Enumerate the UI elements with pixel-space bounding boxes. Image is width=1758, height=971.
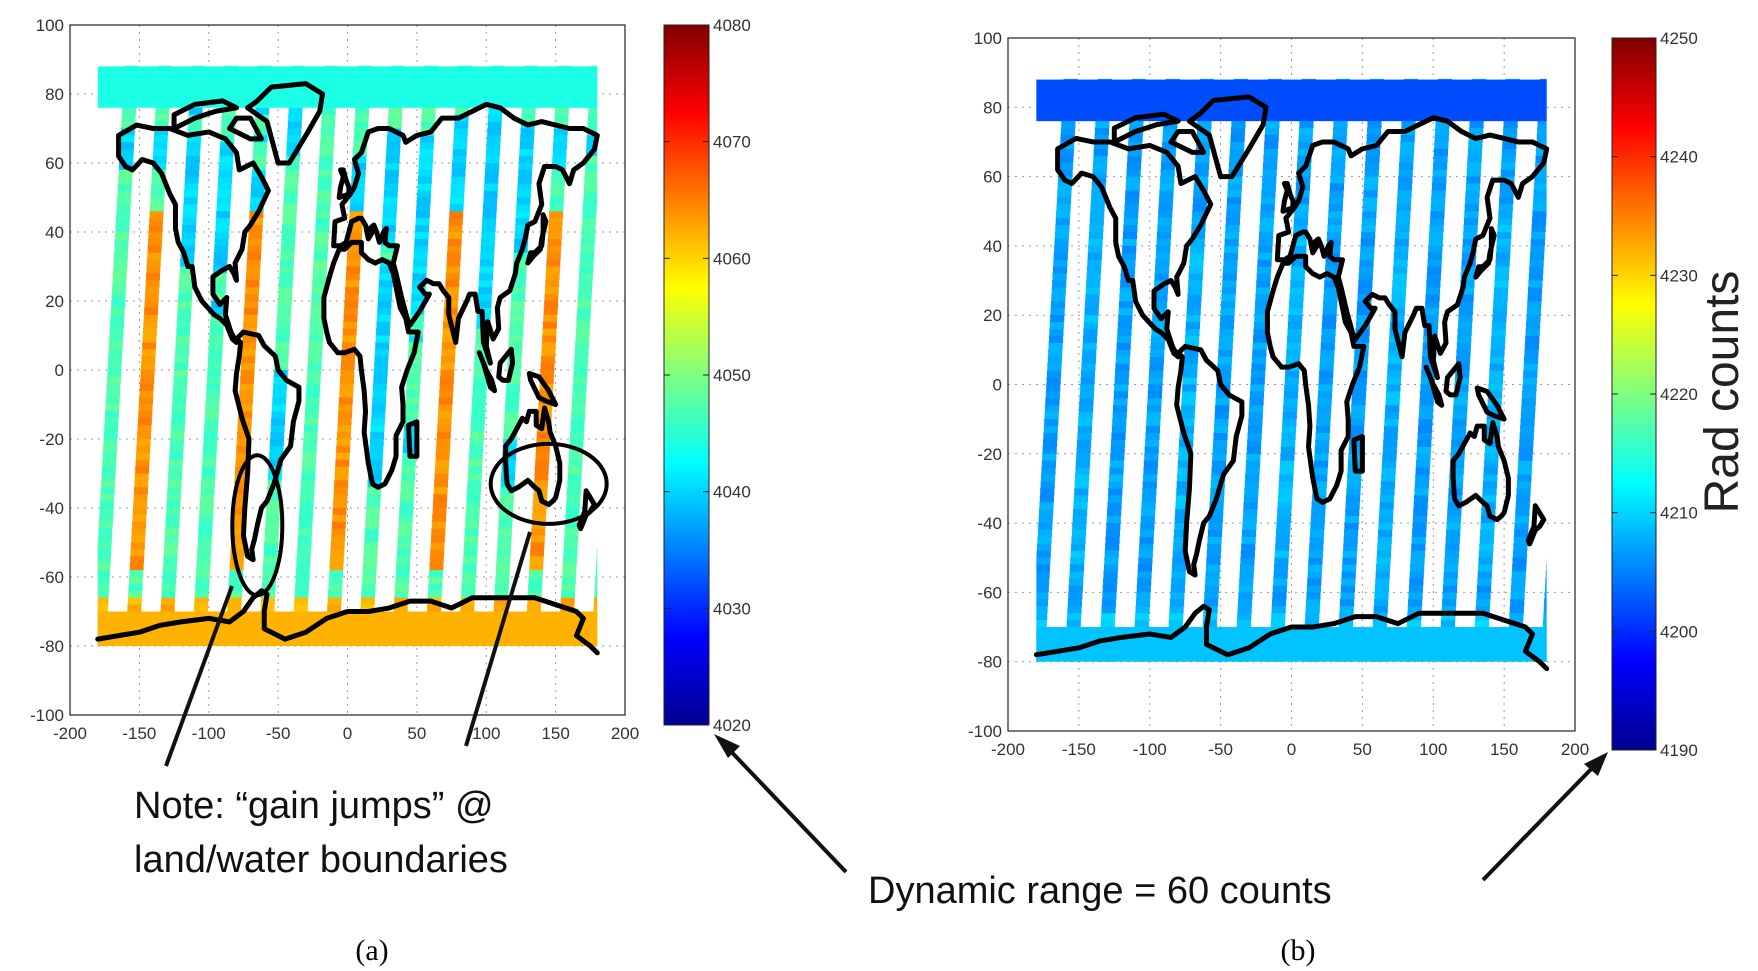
y-tick-label: 0 (993, 376, 1002, 395)
note-line-2: land/water boundaries (134, 839, 508, 881)
panel-label-b: (b) (1281, 934, 1316, 967)
y-tick-label: 60 (983, 168, 1002, 187)
y-tick-label: 80 (45, 85, 64, 104)
colorbar-ticks-a: 4080 4070 4060 4050 4040 4030 4020 (664, 16, 751, 735)
x-tick-labels-a: -200 -150 -100 -50 0 50 100 150 200 (53, 724, 639, 743)
note-line-1: Note: “gain jumps” @ (134, 785, 494, 827)
x-tick-label: -100 (1133, 740, 1167, 759)
y-tick-label: -100 (968, 722, 1002, 741)
colorbar-tick-label: 4060 (713, 249, 751, 268)
annotation-arrows (164, 531, 1608, 882)
colorbar-b (1611, 37, 1657, 751)
coastlines-a (95, 81, 600, 656)
swath-map-a (97, 65, 598, 646)
panel-b: -200 -150 -100 -50 0 50 100 150 200 100806040200… (968, 29, 1749, 967)
y-tick-label: 40 (45, 223, 64, 242)
x-tick-label: -50 (266, 724, 291, 743)
y-tick-label: 20 (983, 306, 1002, 325)
y-tick-label: -60 (977, 583, 1002, 602)
x-tick-label: 200 (611, 724, 639, 743)
y-tick-label: -40 (39, 499, 64, 518)
y-tick-label: -80 (39, 637, 64, 656)
x-tick-labels-b: -200 -150 -100 -50 0 50 100 150 200 (991, 740, 1589, 759)
colorbar-ticks-b: 4250 4240 4230 4220 4210 4200 4190 (1612, 29, 1698, 760)
y-tick-label: 100 (36, 16, 64, 35)
y-tick-label: -20 (977, 445, 1002, 464)
x-tick-label: 100 (1419, 740, 1447, 759)
colorbar-a (663, 24, 710, 726)
y-tick-label: 0 (55, 361, 64, 380)
x-tick-label: 50 (1353, 740, 1372, 759)
x-tick-label: 150 (1490, 740, 1518, 759)
colorbar-tick-label: 4250 (1660, 29, 1698, 48)
x-tick-label: 0 (1287, 740, 1296, 759)
x-tick-label: -100 (192, 724, 226, 743)
y-tick-label: -80 (977, 653, 1002, 672)
colorbar-tick-label: 4080 (713, 16, 751, 35)
swath-map-b (1036, 78, 1547, 662)
colorbar-tick-label: 4020 (713, 716, 751, 735)
y-tick-label: 80 (983, 98, 1002, 117)
x-tick-label: -50 (1208, 740, 1233, 759)
colorbar-tick-label: 4230 (1660, 266, 1698, 285)
panel-label-a: (a) (355, 934, 388, 967)
gain-jump-ellipses (230, 441, 609, 598)
x-tick-label: -200 (991, 740, 1025, 759)
x-tick-label: 0 (343, 724, 352, 743)
colorbar-tick-label: 4200 (1660, 622, 1698, 641)
y-tick-label: -20 (39, 430, 64, 449)
colorbar-tick-label: 4040 (713, 483, 751, 502)
axes-frame-b (1007, 37, 1576, 732)
dynamic-range-note: Dynamic range = 60 counts (868, 870, 1332, 912)
coastlines-b (1033, 94, 1550, 672)
arrow-note-to-south-america (164, 585, 234, 767)
colorbar-label-b: Rad counts (1696, 271, 1749, 514)
colorbar-tick-label: 4220 (1660, 385, 1698, 404)
y-tick-label: -60 (39, 568, 64, 587)
x-tick-label: 150 (541, 724, 569, 743)
axes-frame-a (69, 24, 626, 716)
colorbar-tick-label: 4190 (1660, 741, 1698, 760)
y-tick-label: 20 (45, 292, 64, 311)
arrow-range-to-colorbar-b (1481, 752, 1608, 882)
colorbar-tick-label: 4030 (713, 599, 751, 618)
colorbar-tick-label: 4070 (713, 133, 751, 152)
x-tick-label: -150 (1062, 740, 1096, 759)
y-tick-label: -40 (977, 514, 1002, 533)
gain-jump-ellipse (488, 441, 609, 526)
x-tick-label: 100 (472, 724, 500, 743)
panel-a: -200 -150 -100 -50 0 50 100 150 200 100806040200… (30, 16, 751, 967)
colorbar-tick-label: 4050 (713, 366, 751, 385)
x-tick-label: -150 (122, 724, 156, 743)
x-tick-label: 50 (407, 724, 426, 743)
y-tick-label: -100 (30, 706, 64, 725)
x-tick-label: 200 (1561, 740, 1589, 759)
x-tick-label: -200 (53, 724, 87, 743)
colorbar-tick-label: 4210 (1660, 504, 1698, 523)
colorbar-tick-label: 4240 (1660, 148, 1698, 167)
gain-jump-ellipse (230, 453, 285, 598)
arrow-note-to-australia (464, 531, 532, 747)
y-tick-labels-a: 100 80 60 40 20 0 -20 -40 -60 -80 -100 (30, 16, 64, 725)
arrow-range-to-colorbar-a (714, 734, 848, 874)
y-tick-labels-b: 100 80 60 40 20 0 -20 -40 -60 -80 -100 (968, 29, 1002, 741)
y-tick-label: 40 (983, 237, 1002, 256)
y-tick-label: 60 (45, 154, 64, 173)
y-tick-label: 100 (974, 29, 1002, 48)
